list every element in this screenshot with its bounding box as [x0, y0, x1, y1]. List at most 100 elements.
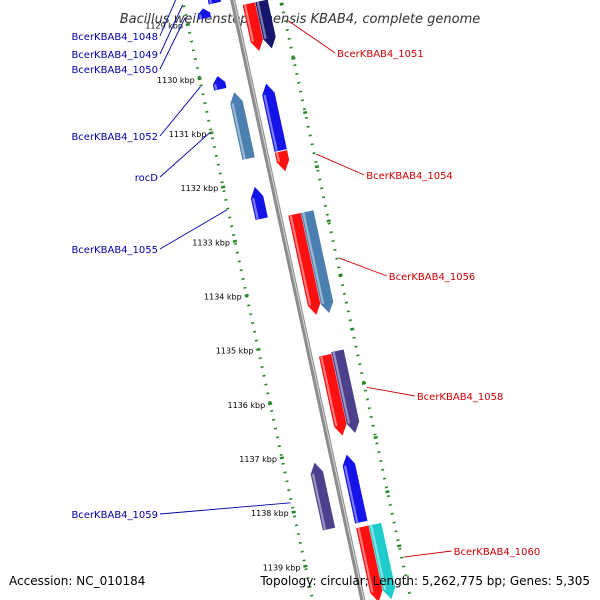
- tick-label: 1130 kbp: [157, 76, 195, 85]
- gene-highlight: [256, 1, 267, 40]
- gene-label: BcerKBAB4_1048: [71, 32, 158, 43]
- gene-highlight: [302, 212, 325, 304]
- major-tick: [279, 456, 285, 460]
- major-tick: [279, 2, 284, 6]
- minor-ticks-right: [279, 0, 413, 600]
- tick-label: 1138 kbp: [251, 509, 289, 518]
- leader-line: [159, 209, 228, 250]
- backbone: [230, 0, 366, 600]
- major-tick: [220, 185, 226, 189]
- gene-label: BcerKBAB4_1060: [454, 547, 541, 558]
- gene-highlight: [275, 152, 281, 163]
- major-tick: [373, 435, 378, 440]
- leader-line: [403, 550, 452, 558]
- gene-highlight: [311, 473, 327, 530]
- gene-BcerKBAB4_1058: [331, 349, 360, 433]
- major-tick: [361, 381, 367, 386]
- tick-label: 1131 kbp: [169, 130, 207, 139]
- gene-BcerKBAB4_1059: [310, 462, 336, 531]
- gene-arrow: [310, 462, 336, 531]
- tick-label: 1139 kbp: [263, 563, 301, 572]
- gene-arrow: [230, 92, 255, 160]
- major-tick: [349, 327, 355, 331]
- tick-label: 1134 kbp: [204, 292, 242, 301]
- leader-line: [316, 153, 365, 176]
- backbone-line: [230, 0, 366, 600]
- gene-rocD-b: [262, 83, 287, 152]
- leader-line: [159, 502, 291, 515]
- gene-BcerKBAB4_1055: [250, 186, 268, 221]
- gene-label: BcerKBAB4_1052: [71, 132, 158, 143]
- gene-label: rocD: [135, 173, 159, 184]
- gene-BcerKBAB4_1058-a: [318, 353, 347, 436]
- gene-highlight: [198, 14, 203, 20]
- gene-rocD: [230, 92, 255, 160]
- accession-label: Accession: NC_010184: [9, 574, 146, 588]
- gene-BcerKBAB4_1059-b: [342, 454, 368, 524]
- gene-label: BcerKBAB4_1049: [71, 50, 158, 61]
- gene-highlight: [332, 351, 351, 424]
- major-tick: [244, 293, 249, 298]
- gene-highlight: [214, 83, 218, 91]
- gene-highlight: [357, 527, 374, 593]
- leader-line: [159, 131, 211, 178]
- major-tick: [291, 56, 296, 61]
- major-tick: [338, 273, 343, 277]
- gene-highlight: [263, 94, 278, 152]
- leader-line: [159, 4, 184, 55]
- major-tick: [396, 544, 402, 548]
- gene-highlight: [209, 0, 213, 4]
- gene-label: BcerKBAB4_1058: [417, 392, 504, 403]
- gene-highlight: [252, 197, 259, 220]
- major-tick: [197, 77, 202, 81]
- gene-BcerKBAB4_1051: [255, 0, 276, 49]
- major-tick: [232, 239, 238, 243]
- gene-highlight: [231, 103, 246, 160]
- major-tick: [256, 347, 261, 352]
- major-tick: [185, 22, 191, 27]
- major-tick: [267, 402, 273, 406]
- gene-arrow: [262, 83, 287, 152]
- leader-line: [366, 386, 415, 397]
- gene-labels: BcerKBAB4_1048 BcerKBAB4_1049 BcerKBAB4_10…: [71, 0, 540, 558]
- major-tick: [209, 131, 214, 135]
- gene-highlight: [343, 465, 359, 523]
- gene-label: BcerKBAB4_1056: [389, 272, 476, 283]
- gene-BcerKBAB4_1049: [207, 0, 222, 5]
- gene-highlight: [320, 356, 338, 427]
- gene-label: BcerKBAB4_1050: [71, 65, 158, 76]
- major-tick: [291, 510, 296, 514]
- gene-BcerKBAB4_1060: [368, 522, 396, 600]
- gene-highlight: [289, 215, 312, 306]
- gene-label: BcerKBAB4_1051: [337, 49, 424, 60]
- major-tick: [326, 219, 331, 223]
- gene-arrow: [342, 454, 368, 524]
- topology-summary: Topology: circular; Length: 5,262,775 bp…: [260, 574, 590, 588]
- gene-label: BcerKBAB4_1054: [366, 171, 453, 182]
- gene-highlight: [243, 4, 255, 42]
- tick-label: 1136 kbp: [228, 401, 266, 410]
- gene-BcerKBAB4_1054: [274, 150, 290, 172]
- gene-label: BcerKBAB4_1059: [71, 510, 158, 521]
- leader-line: [159, 17, 186, 70]
- gene-BcerKBAB4_1056-a: [288, 213, 321, 315]
- gene-label: BcerKBAB4_1055: [71, 245, 158, 256]
- leader-line: [286, 19, 336, 54]
- major-tick: [302, 110, 308, 115]
- tick-label: 1133 kbp: [192, 238, 230, 247]
- gene-BcerKBAB4_1052: [212, 76, 227, 91]
- major-tick: [385, 490, 390, 494]
- tick-label: 1135 kbp: [216, 347, 254, 356]
- gene-BcerKBAB4_1051-a: [242, 2, 264, 52]
- gene-BcerKBAB4_1060-a: [356, 525, 383, 600]
- leader-line: [338, 257, 387, 277]
- major-tick: [303, 564, 308, 568]
- gene-highlight: [370, 525, 387, 590]
- tick-label: 1132 kbp: [181, 184, 219, 193]
- gene-BcerKBAB4_1050: [197, 8, 212, 20]
- major-tick: [314, 165, 320, 169]
- gene-features: [197, 0, 396, 600]
- leader-line: [159, 0, 177, 37]
